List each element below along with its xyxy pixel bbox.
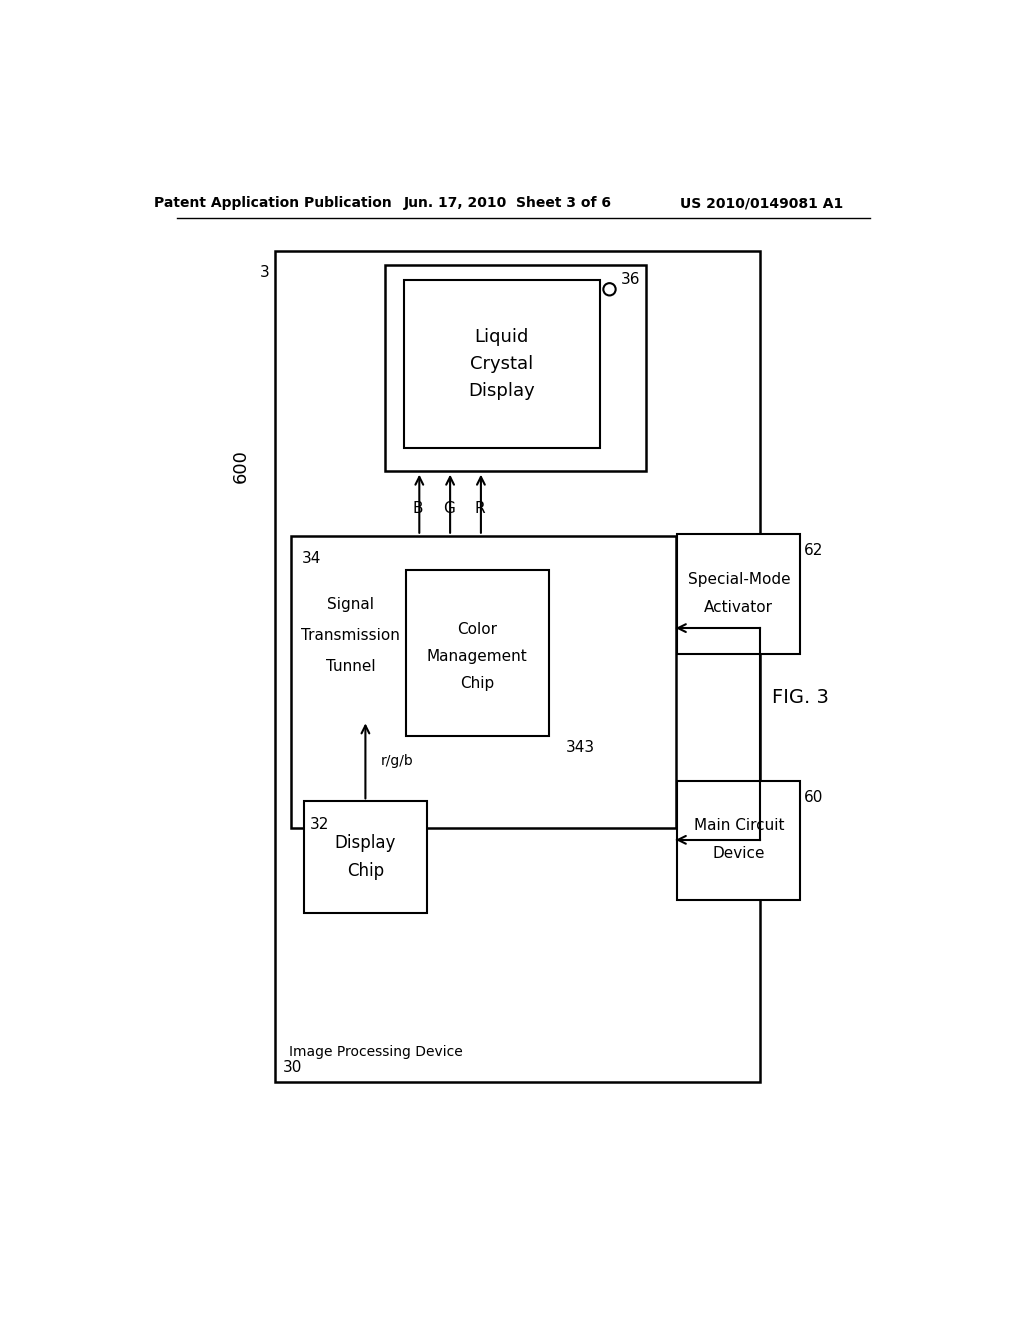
Text: 343: 343 xyxy=(565,739,595,755)
Text: Display: Display xyxy=(468,381,536,400)
Text: Signal: Signal xyxy=(328,598,375,612)
Text: Image Processing Device: Image Processing Device xyxy=(289,1045,463,1059)
Text: 600: 600 xyxy=(231,450,250,483)
Bar xyxy=(407,570,549,737)
Text: 30: 30 xyxy=(283,1060,302,1074)
Text: 34: 34 xyxy=(301,552,321,566)
Bar xyxy=(291,536,676,829)
Text: Tunnel: Tunnel xyxy=(326,659,376,675)
Text: US 2010/0149081 A1: US 2010/0149081 A1 xyxy=(680,197,844,210)
Text: r/g/b: r/g/b xyxy=(381,754,414,767)
Text: R: R xyxy=(474,502,484,516)
Text: Chip: Chip xyxy=(347,862,384,879)
Text: Liquid: Liquid xyxy=(474,329,528,346)
Bar xyxy=(304,801,427,913)
Text: Display: Display xyxy=(335,834,396,851)
Text: 60: 60 xyxy=(804,789,823,805)
Text: Patent Application Publication: Patent Application Publication xyxy=(155,197,392,210)
Text: Color: Color xyxy=(457,622,497,638)
Text: Crystal: Crystal xyxy=(470,355,534,374)
Text: Transmission: Transmission xyxy=(301,628,400,643)
Text: B: B xyxy=(413,502,423,516)
Bar xyxy=(275,251,761,1082)
Text: 36: 36 xyxy=(621,272,640,288)
Text: 62: 62 xyxy=(804,544,823,558)
Text: G: G xyxy=(442,502,455,516)
Text: 3: 3 xyxy=(259,264,269,280)
Bar xyxy=(677,780,801,900)
Text: 32: 32 xyxy=(310,817,330,832)
Text: Management: Management xyxy=(427,649,527,664)
Text: Activator: Activator xyxy=(705,599,773,615)
Text: Device: Device xyxy=(713,846,765,861)
Text: Main Circuit: Main Circuit xyxy=(693,818,784,833)
Text: Chip: Chip xyxy=(460,676,495,692)
Bar xyxy=(403,280,600,447)
Text: Special-Mode: Special-Mode xyxy=(687,572,791,587)
Text: Jun. 17, 2010  Sheet 3 of 6: Jun. 17, 2010 Sheet 3 of 6 xyxy=(403,197,612,210)
Bar xyxy=(385,265,646,471)
Text: FIG. 3: FIG. 3 xyxy=(772,688,828,708)
Bar xyxy=(677,535,801,653)
